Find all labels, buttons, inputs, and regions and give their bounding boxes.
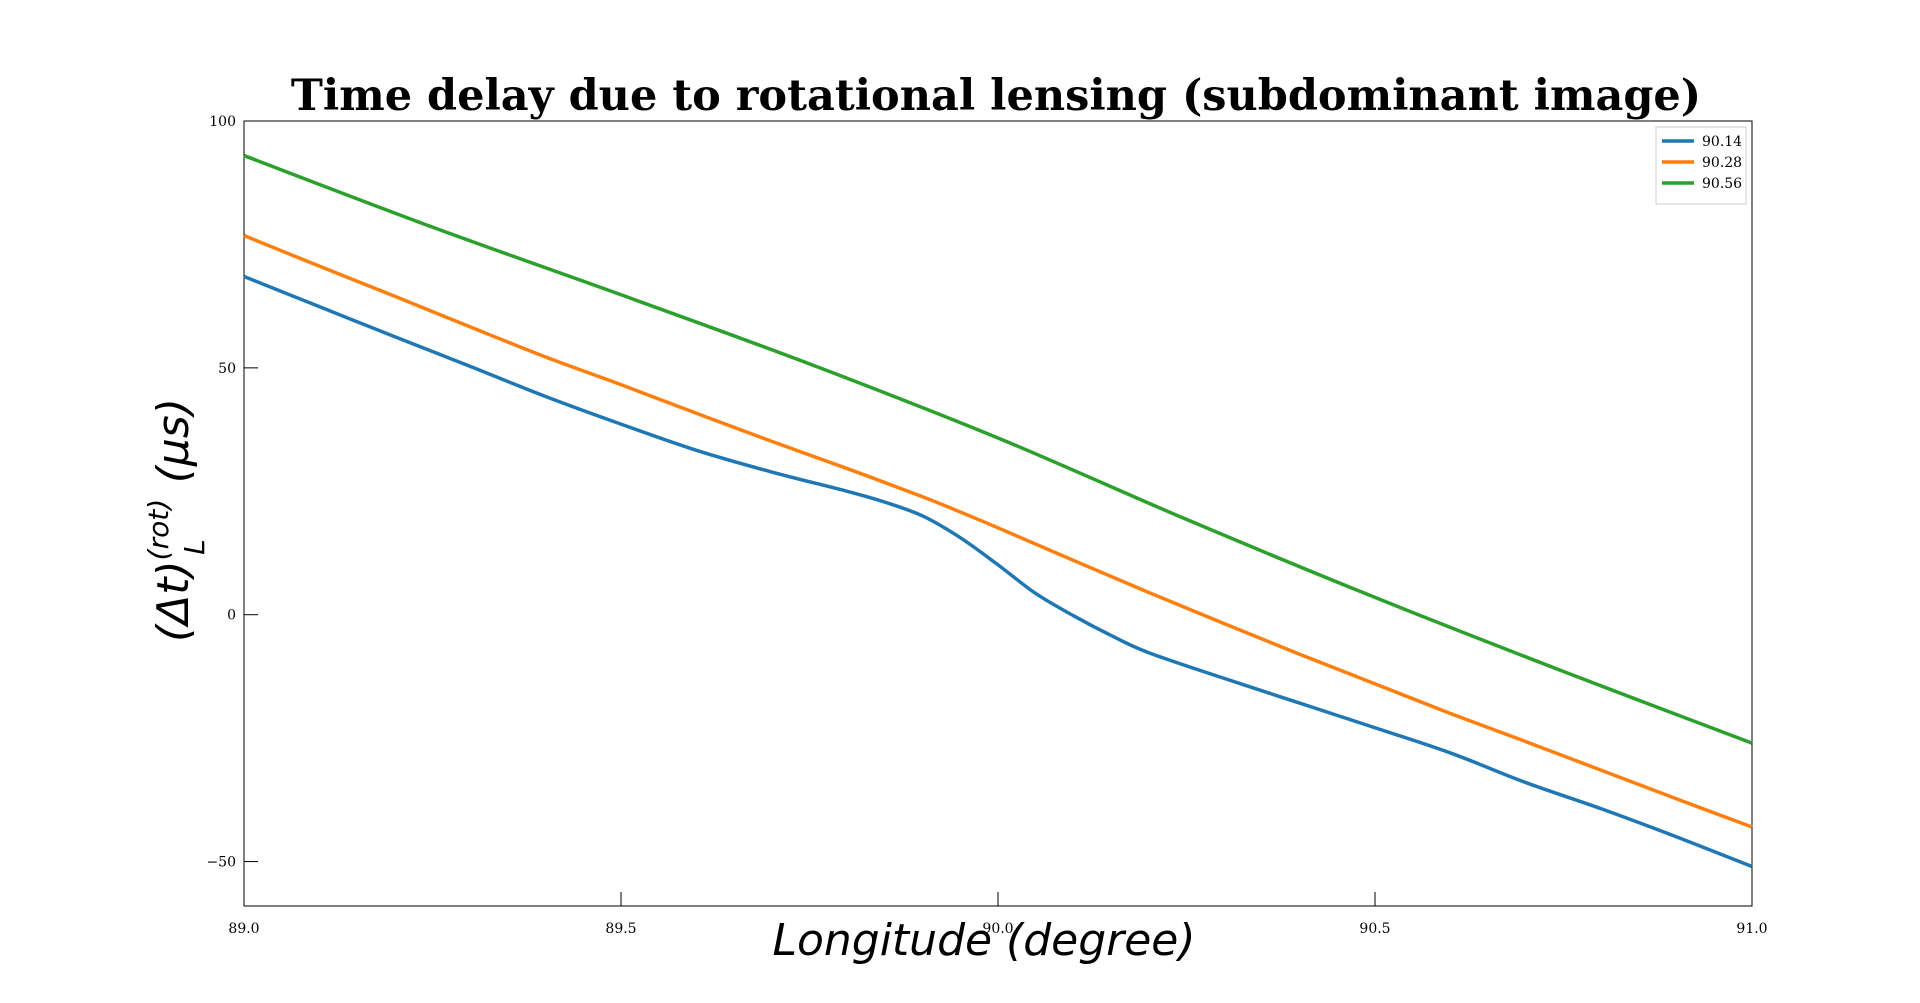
y-tick-label: 0 (227, 608, 236, 624)
y-tick-label: 50 (218, 361, 236, 377)
legend-label: 90.28 (1702, 155, 1742, 171)
y-label-main: (Δt) (148, 560, 199, 642)
plot-area (243, 120, 1753, 907)
series-lines (243, 153, 1753, 869)
svg-text:(Δt)(rot)L(μs): (Δt)(rot) L (μs) (142, 398, 211, 642)
x-tick-label: 90.0 (982, 921, 1013, 937)
y-label-subscript: L (178, 539, 211, 555)
series-line-90-28 (243, 233, 1753, 829)
y-tick-label: 100 (209, 114, 236, 130)
y-axis-label: (Δt)(rot) L (μs) (142, 398, 211, 642)
series-line-90-56 (243, 153, 1753, 745)
x-tick-label: 89.0 (228, 921, 259, 937)
series-line-90-14 (243, 274, 1753, 869)
x-tick-label: 89.5 (605, 921, 636, 937)
plot-frame (243, 120, 1753, 907)
x-tick-label: 90.5 (1359, 921, 1390, 937)
chart-title: Time delay due to rotational lensing (su… (291, 71, 1701, 121)
legend-label: 90.14 (1702, 134, 1742, 150)
y-tick-label: −50 (206, 855, 236, 871)
legend: 90.14 90.28 90.56 (1655, 126, 1747, 205)
x-tick-label: 91.0 (1736, 921, 1767, 937)
y-axis-ticks: −50 0 50 100 (206, 114, 258, 871)
y-label-unit: (μs) (148, 398, 199, 483)
y-label-superscript: (rot) (142, 499, 175, 560)
x-axis-ticks: 89.0 89.5 90.0 90.5 91.0 (228, 892, 1768, 937)
x-axis-label: Longitude (degree) (772, 915, 1195, 966)
legend-label: 90.56 (1702, 176, 1742, 192)
